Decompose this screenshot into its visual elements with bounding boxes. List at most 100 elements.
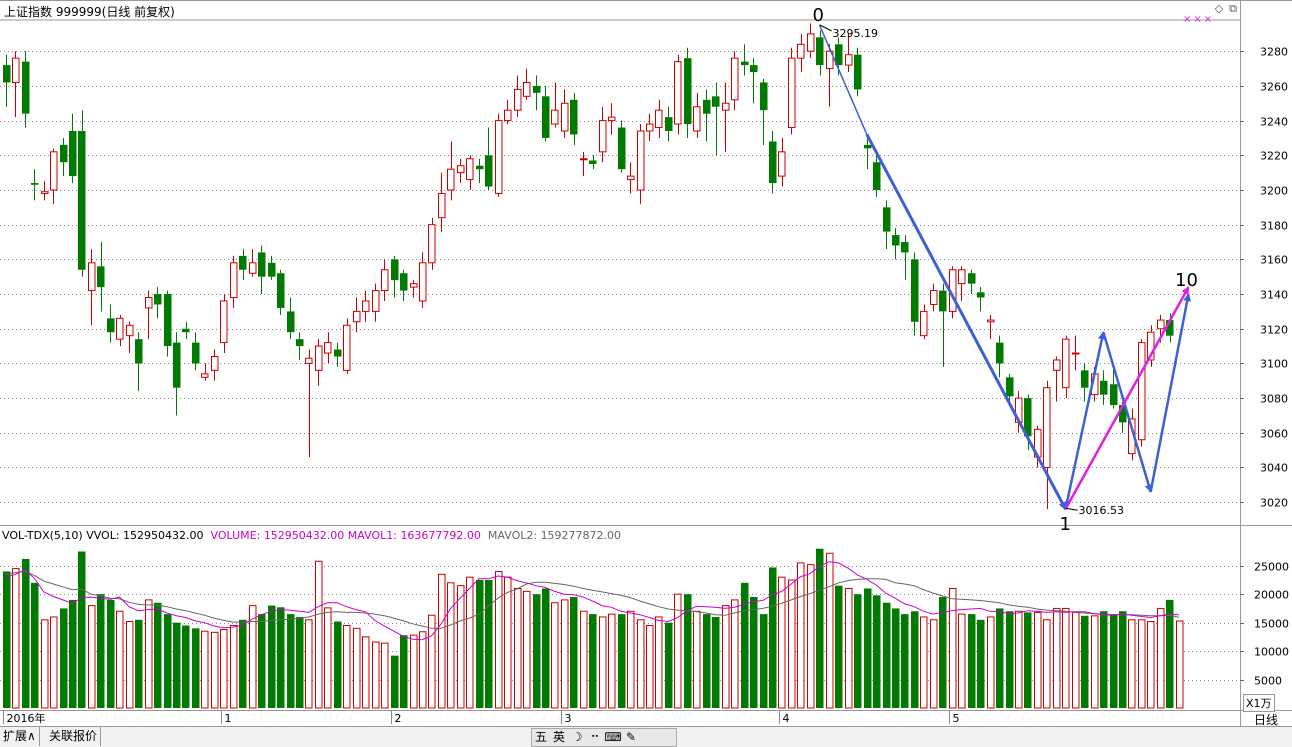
candle-body-up bbox=[778, 151, 786, 177]
x-tick-label: 4 bbox=[783, 712, 790, 725]
volume-bar-up bbox=[958, 613, 966, 709]
candle-body-up bbox=[466, 158, 474, 181]
candle-body-down bbox=[618, 127, 626, 170]
volume-bar-up bbox=[949, 588, 957, 709]
volume-bar-up bbox=[305, 619, 313, 709]
volume-label: VOLUME: bbox=[210, 529, 261, 542]
candle-body-down bbox=[400, 273, 408, 291]
ime-keyboard-icon[interactable]: ⌨ bbox=[604, 730, 622, 744]
ime-wubi-icon[interactable]: 五 bbox=[534, 730, 547, 744]
volume-tick-label: 20000 bbox=[1254, 589, 1289, 602]
ime-toolbar[interactable]: 五英 ☽ ⠒ ⌨ ✎ bbox=[531, 728, 677, 747]
price-tick-label: 3180 bbox=[1260, 220, 1288, 233]
candle-body-down bbox=[996, 342, 1004, 364]
candle-body-down bbox=[901, 242, 909, 253]
candle-body-up bbox=[1053, 359, 1061, 371]
x-tick-label: 3 bbox=[565, 712, 572, 725]
x-tick-label: 1 bbox=[225, 712, 232, 725]
candle-body-up bbox=[1138, 342, 1146, 441]
volume-bar-up bbox=[1015, 610, 1023, 709]
mavol1-value: 163677792.00 bbox=[400, 529, 481, 542]
x-tick-label: 5 bbox=[953, 712, 960, 725]
candle-body-up bbox=[305, 357, 313, 364]
candle-body-down bbox=[476, 165, 484, 170]
candle-body-down bbox=[760, 82, 768, 111]
volume-bar-down bbox=[391, 655, 399, 708]
volume-bar-up bbox=[126, 621, 134, 709]
candle-body-down bbox=[485, 155, 493, 187]
volume-bar-down bbox=[107, 599, 115, 708]
wave-line-magenta bbox=[1064, 286, 1190, 510]
ime-punct-icon[interactable]: ⠒ bbox=[590, 730, 600, 744]
price-tick-label: 3220 bbox=[1260, 150, 1288, 163]
volume-bar-down bbox=[750, 597, 758, 708]
candle-body-up bbox=[1157, 319, 1165, 330]
volume-bar-down bbox=[3, 571, 11, 708]
volume-bar-down bbox=[703, 614, 711, 708]
volume-bar-up bbox=[466, 576, 474, 709]
candle-body-down bbox=[22, 61, 30, 114]
volume-bar-down bbox=[296, 616, 304, 708]
volume-bar-up bbox=[457, 585, 465, 709]
volume-bar-down bbox=[192, 628, 200, 708]
volume-bar-up bbox=[428, 614, 436, 709]
candle-body-down bbox=[835, 44, 843, 66]
volume-bar-up bbox=[372, 641, 380, 709]
candle-body-down bbox=[892, 235, 900, 246]
ime-moon-icon[interactable]: ☽ bbox=[571, 730, 583, 744]
candle-body-up bbox=[419, 262, 427, 302]
volume-bar-down bbox=[589, 614, 597, 708]
volume-bar-down bbox=[760, 614, 768, 708]
mavol1-label: MAVOL1: bbox=[347, 529, 397, 542]
price-tick-label: 3080 bbox=[1260, 393, 1288, 406]
candle-body-up bbox=[637, 130, 645, 191]
volume-bar-up bbox=[438, 573, 446, 709]
candle-body-down bbox=[31, 183, 39, 185]
volume-bar-down bbox=[816, 548, 824, 708]
volume-bar-up bbox=[249, 605, 257, 709]
volume-bar-down bbox=[864, 588, 872, 708]
volume-bar-up bbox=[646, 625, 654, 709]
ime-english-icon[interactable]: 英 bbox=[552, 730, 565, 744]
low-pointer bbox=[1065, 507, 1078, 511]
candle-body-up bbox=[655, 109, 663, 129]
candle-body-down bbox=[97, 266, 105, 288]
volume-bar-up bbox=[12, 568, 20, 709]
restore-icon[interactable]: ⧉ bbox=[1229, 2, 1237, 15]
volume-bar-down bbox=[883, 602, 891, 708]
candle-body-up bbox=[920, 310, 928, 337]
price-tick-label: 3140 bbox=[1260, 289, 1288, 302]
candle-body-down bbox=[391, 259, 399, 281]
volume-bar-down bbox=[769, 567, 777, 708]
period-label[interactable]: 日线 bbox=[1254, 713, 1279, 727]
volume-bar-down bbox=[1006, 611, 1014, 708]
volume-bar-down bbox=[741, 582, 749, 708]
price-tick-label: 3200 bbox=[1260, 185, 1288, 198]
candle-body-down bbox=[277, 273, 285, 308]
tab-expand[interactable]: 扩展∧ bbox=[0, 727, 40, 746]
ime-settings-icon[interactable]: ✎ bbox=[625, 730, 637, 744]
chart-title: 上证指数 999999(日线 前复权) bbox=[4, 3, 175, 20]
volume-bar-down bbox=[334, 621, 342, 708]
tab-related-quotes[interactable]: 关联报价 bbox=[46, 727, 102, 746]
candle-body-up bbox=[249, 262, 257, 274]
candle-body-down bbox=[1166, 320, 1174, 336]
mavol2-label: MAVOL2: bbox=[487, 529, 538, 542]
candle-body-down bbox=[60, 144, 68, 163]
high-price-label: 3295.19 bbox=[833, 27, 879, 40]
candle-body-up bbox=[211, 355, 219, 371]
candle-body-down bbox=[173, 342, 181, 388]
candle-body-up bbox=[1147, 331, 1155, 361]
volume-bar-up bbox=[1062, 607, 1070, 709]
volume-bar-down bbox=[476, 579, 484, 708]
volume-bar-up bbox=[50, 616, 58, 709]
volume-bar-up bbox=[201, 630, 209, 709]
diamond-icon[interactable]: ◇ bbox=[1214, 2, 1224, 15]
candle-body-down bbox=[864, 144, 872, 149]
candle-body-up bbox=[826, 50, 834, 70]
candle-body-down bbox=[939, 290, 947, 312]
volume-bar-down bbox=[618, 614, 626, 708]
price-tick-label: 3040 bbox=[1260, 462, 1288, 475]
price-tick-label: 3260 bbox=[1260, 81, 1288, 94]
